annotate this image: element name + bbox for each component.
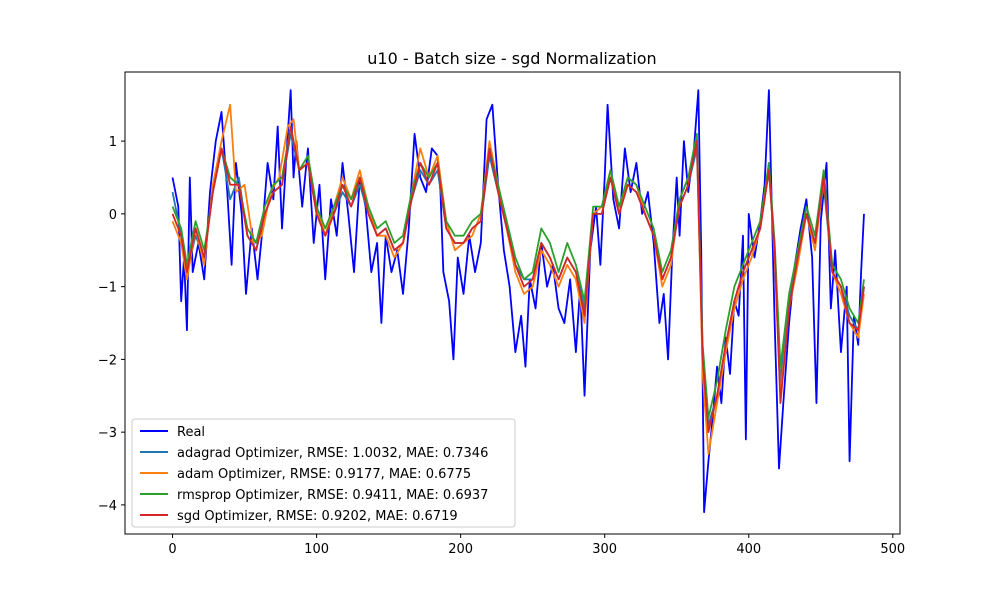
x-tick-label-4: 400 bbox=[736, 542, 761, 557]
legend-label-2: adam Optimizer, RMSE: 0.9177, MAE: 0.677… bbox=[177, 467, 471, 482]
legend-label-4: sgd Optimizer, RMSE: 0.9202, MAE: 0.6719 bbox=[177, 509, 458, 524]
y-tick-label-4: 0 bbox=[109, 208, 117, 223]
y-tick-label-3: −1 bbox=[98, 281, 117, 296]
y-tick-label-1: −3 bbox=[98, 426, 117, 441]
x-tick-label-0: 0 bbox=[168, 542, 176, 557]
legend-box bbox=[131, 418, 516, 528]
legend-label-0: Real bbox=[177, 425, 205, 440]
series-line-4 bbox=[171, 125, 865, 434]
series-line-2 bbox=[171, 103, 865, 455]
x-tick-label-2: 200 bbox=[448, 542, 473, 557]
axes-layer: 0 100 200 300 400 500 −4 −3 −2 −1 0 1 bbox=[98, 71, 905, 557]
chart-title: u10 - Batch size - sgd Normalization bbox=[367, 49, 656, 68]
x-tick-label-1: 100 bbox=[304, 542, 329, 557]
legend-label-3: rmsprop Optimizer, RMSE: 0.9411, MAE: 0.… bbox=[177, 488, 488, 503]
y-tick-label-5: 1 bbox=[109, 135, 117, 150]
series-layer bbox=[171, 89, 865, 514]
plot-frame bbox=[124, 71, 901, 535]
legend: Real adagrad Optimizer, RMSE: 1.0032, MAE… bbox=[131, 418, 516, 528]
y-tick-label-0: −4 bbox=[98, 499, 117, 514]
x-tick-label-5: 500 bbox=[880, 542, 905, 557]
x-tick-label-3: 300 bbox=[592, 542, 617, 557]
y-tick-label-2: −2 bbox=[98, 353, 117, 368]
legend-label-1: adagrad Optimizer, RMSE: 1.0032, MAE: 0.… bbox=[177, 446, 488, 461]
